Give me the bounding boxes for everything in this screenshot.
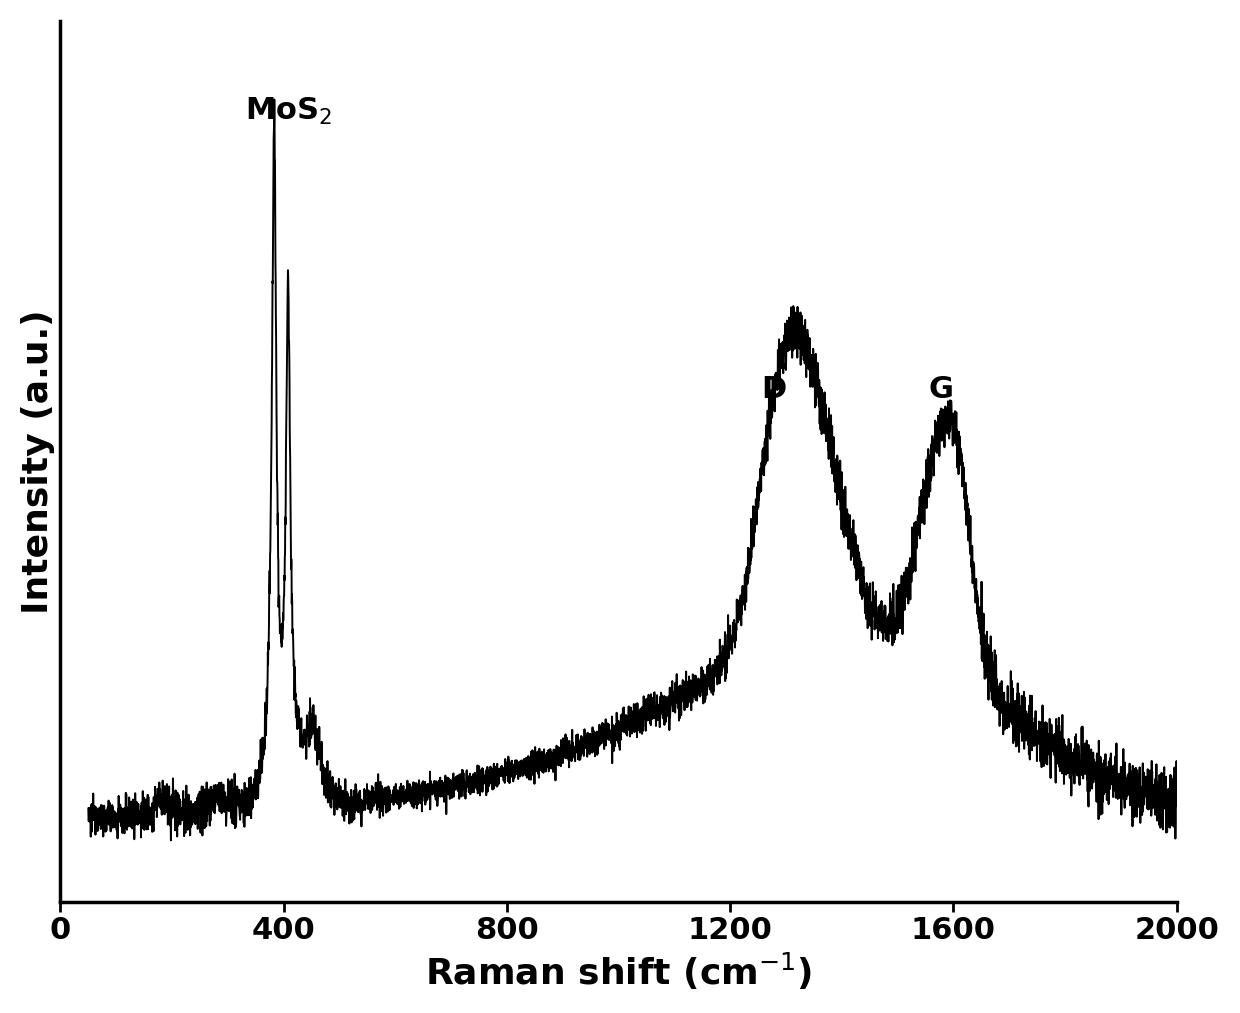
Y-axis label: Intensity (a.u.): Intensity (a.u.): [21, 309, 55, 614]
Text: D: D: [761, 375, 786, 404]
Text: MoS$_2$: MoS$_2$: [244, 95, 331, 127]
Text: G: G: [929, 375, 954, 404]
X-axis label: Raman shift (cm$^{-1}$): Raman shift (cm$^{-1}$): [425, 951, 812, 992]
